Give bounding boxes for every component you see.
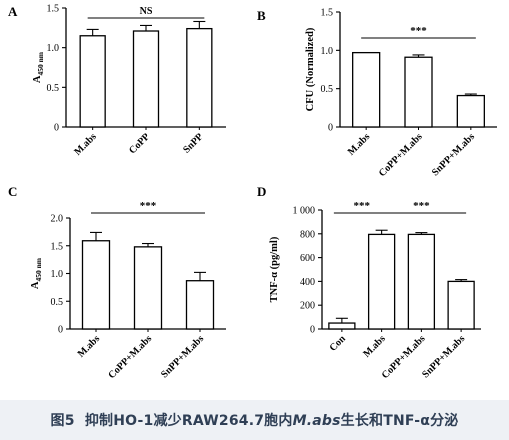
- y-tick-label: 200: [300, 301, 315, 312]
- y-axis-label: A450 nm: [30, 257, 43, 289]
- y-tick-label: 0: [58, 325, 63, 336]
- x-tick-label: M.abs: [361, 333, 388, 360]
- bar: [407, 233, 436, 330]
- bar: [367, 233, 396, 330]
- bar: [404, 56, 433, 128]
- y-tick-label: 400: [300, 277, 315, 288]
- significance-label: ***: [354, 200, 371, 212]
- panel-letter: D: [257, 184, 266, 199]
- y-axis-label: A450 nm: [32, 51, 45, 83]
- y-tick-label: 0.5: [51, 297, 64, 308]
- bar: [81, 240, 111, 330]
- bar: [185, 280, 215, 330]
- caption-prefix: 图5: [50, 413, 75, 429]
- panel-letter: B: [257, 8, 266, 23]
- y-tick-label: 600: [300, 253, 315, 264]
- y-tick-label: 1.5: [51, 241, 64, 252]
- caption-text-after: 生长和TNF-α分泌: [340, 413, 459, 429]
- y-axis-label: TNF-α (pg/ml): [269, 236, 280, 302]
- figure-caption: 图5 抑制HO-1减少RAW264.7胞内M.abs生长和TNF-α分泌: [51, 410, 459, 430]
- x-tick-label: SnPP+M.abs: [159, 333, 206, 380]
- caption-italic: M.abs: [292, 413, 341, 429]
- y-tick-label: 0.5: [47, 83, 60, 94]
- figure-panels: A 0 0.5 1.0 1.5 A450 nm M.abs CoPP SnPP NS B 0 0.5 1.…: [8, 4, 497, 381]
- x-tick-label: SnPP: [181, 131, 205, 155]
- y-tick-label: 1.0: [47, 43, 60, 54]
- x-tick-label: M.abs: [76, 333, 103, 360]
- y-tick-label: 800: [300, 229, 315, 240]
- significance-label: ***: [410, 25, 427, 37]
- x-tick-label: CoPP+M.abs: [377, 131, 425, 179]
- y-tick-label: 1.0: [321, 46, 334, 57]
- bar: [186, 27, 213, 128]
- y-tick-label: 1.5: [321, 8, 334, 19]
- y-tick-label: 0.5: [321, 84, 334, 95]
- y-tick-label: 0: [328, 123, 333, 134]
- y-tick-label: 1 000: [293, 206, 316, 217]
- panel-d: D 0 200 400 600 800 1 000 TNF-α (pg/ml) Con M.abs…: [257, 184, 481, 381]
- x-tick-label: M.abs: [346, 131, 373, 158]
- x-tick-label: CoPP+M.abs: [106, 333, 154, 381]
- x-tick-label: Con: [328, 333, 349, 354]
- bar: [447, 280, 475, 330]
- y-axis-label: CFU (Normalized): [305, 27, 316, 111]
- panel-letter: A: [8, 4, 18, 19]
- panel-a: A 0 0.5 1.0 1.5 A450 nm M.abs CoPP SnPP NS: [8, 4, 226, 158]
- bar: [352, 51, 381, 128]
- panel-c: C 0 0.5 1.0 1.5 2.0 A450 nm M.abs CoPP+M.abs SnPP…: [8, 184, 226, 381]
- x-tick-label: SnPP+M.abs: [420, 333, 467, 380]
- caption-bar: 图5 抑制HO-1减少RAW264.7胞内M.abs生长和TNF-α分泌: [0, 400, 509, 440]
- bar: [132, 30, 160, 128]
- significance-label: ***: [140, 200, 157, 212]
- bar: [456, 94, 485, 128]
- caption-text-before: 抑制HO-1减少RAW264.7胞内: [84, 413, 293, 429]
- x-tick-label: M.abs: [72, 131, 99, 158]
- x-tick-label: SnPP+M.abs: [430, 131, 477, 178]
- bar: [328, 322, 356, 330]
- y-tick-label: 1.0: [51, 269, 64, 280]
- significance-label: NS: [140, 6, 153, 17]
- y-tick-label: 0: [310, 325, 315, 336]
- panel-letter: C: [8, 184, 17, 199]
- y-tick-label: 2.0: [51, 214, 64, 225]
- bar: [79, 35, 106, 128]
- significance-label: ***: [413, 200, 430, 212]
- x-tick-label: CoPP: [127, 131, 152, 156]
- bar: [133, 246, 163, 330]
- y-tick-label: 0: [54, 123, 59, 134]
- panel-b: B 0 0.5 1.0 1.5 CFU (Normalized) M.abs CoPP+M.a…: [257, 8, 497, 179]
- y-tick-label: 1.5: [47, 4, 60, 15]
